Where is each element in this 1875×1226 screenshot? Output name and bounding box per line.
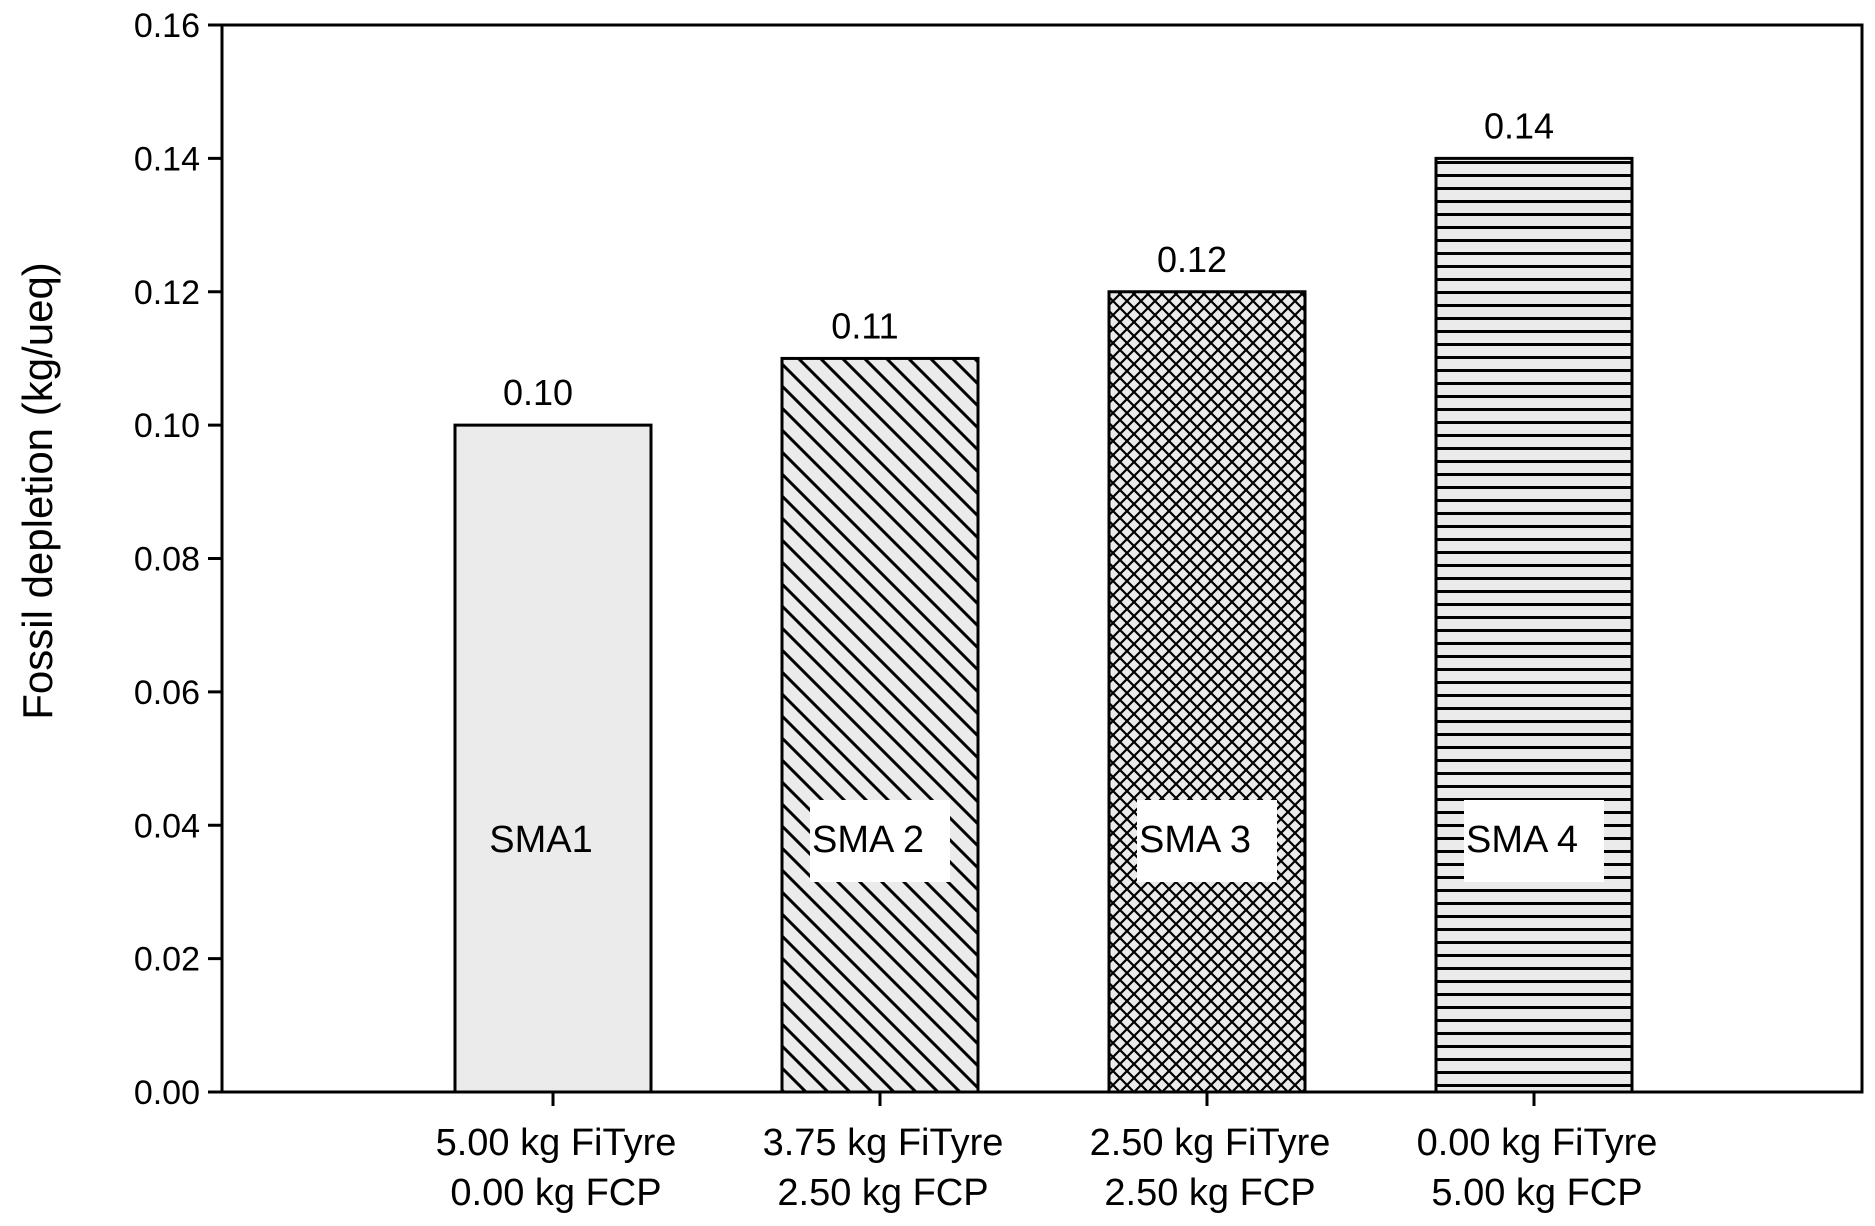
bar-name-sma3: SMA 3 (1139, 819, 1251, 861)
bar-sma4 (1434, 156, 1634, 1094)
value-label-sma2: 0.11 (831, 305, 898, 346)
value-label-sma3: 0.12 (1157, 239, 1227, 280)
bar-group-sma4: 0.14 SMA 4 (1434, 105, 1634, 1094)
bar-group-sma2: 0.11 SMA 2 (780, 305, 980, 1094)
y-tick-label: 0.10 (134, 407, 200, 445)
bar-name-box-sma4 (1464, 800, 1604, 882)
bar-sma2 (780, 356, 980, 1094)
x-axis: 5.00 kg FiTyre 0.00 kg FCP 3.75 kg FiTyre 2… (436, 1092, 1658, 1214)
value-label-sma1: 0.10 (503, 372, 573, 413)
y-tick-label: 0.06 (134, 674, 200, 712)
y-tick-label: 0.08 (134, 541, 200, 579)
bar-group-sma1: 0.10 SMA1 (453, 372, 653, 1094)
x-category-label-sma3-line1: 2.50 kg FiTyre (1090, 1122, 1331, 1164)
bar-group-sma3: 0.12 SMA 3 (1107, 239, 1307, 1094)
bar-name-box-sma3 (1137, 800, 1277, 882)
y-tick-label: 0.12 (134, 274, 200, 312)
bar-name-box-sma2 (810, 800, 950, 882)
y-tick-label: 0.14 (134, 140, 200, 178)
y-tick-label: 0.16 (134, 7, 200, 45)
y-tick-label: 0.02 (134, 941, 200, 979)
bars-group: 0.10 SMA1 0.11 SMA 2 0.12 SMA 3 0.14 SMA 4 (453, 105, 1634, 1094)
x-category-label-sma2-line1: 3.75 kg FiTyre (763, 1122, 1004, 1164)
y-axis-title: Fossil depletion (kg/ueq) (14, 262, 61, 720)
y-tick-label: 0.04 (134, 807, 200, 845)
bar-name-sma4: SMA 4 (1466, 819, 1578, 861)
x-category-label-sma4-line1: 0.00 kg FiTyre (1417, 1122, 1658, 1164)
x-category-label-sma4-line2: 5.00 kg FCP (1431, 1172, 1642, 1214)
y-tick-label: 0.00 (134, 1074, 200, 1112)
bar-sma1 (453, 423, 653, 1094)
bar-name-sma1: SMA1 (489, 819, 592, 861)
x-category-label-sma2-line2: 2.50 kg FCP (777, 1172, 988, 1214)
bar-name-sma2: SMA 2 (812, 819, 924, 861)
bar-sma3 (1107, 290, 1307, 1094)
x-category-label-sma1-line2: 0.00 kg FCP (450, 1172, 661, 1214)
x-category-label-sma3-line2: 2.50 kg FCP (1104, 1172, 1315, 1214)
x-category-label-sma1-line1: 5.00 kg FiTyre (436, 1122, 677, 1164)
y-axis: 0.00 0.02 0.04 0.06 0.08 0.10 0.12 0.14 0.16 (134, 7, 222, 1112)
value-label-sma4: 0.14 (1484, 105, 1554, 146)
